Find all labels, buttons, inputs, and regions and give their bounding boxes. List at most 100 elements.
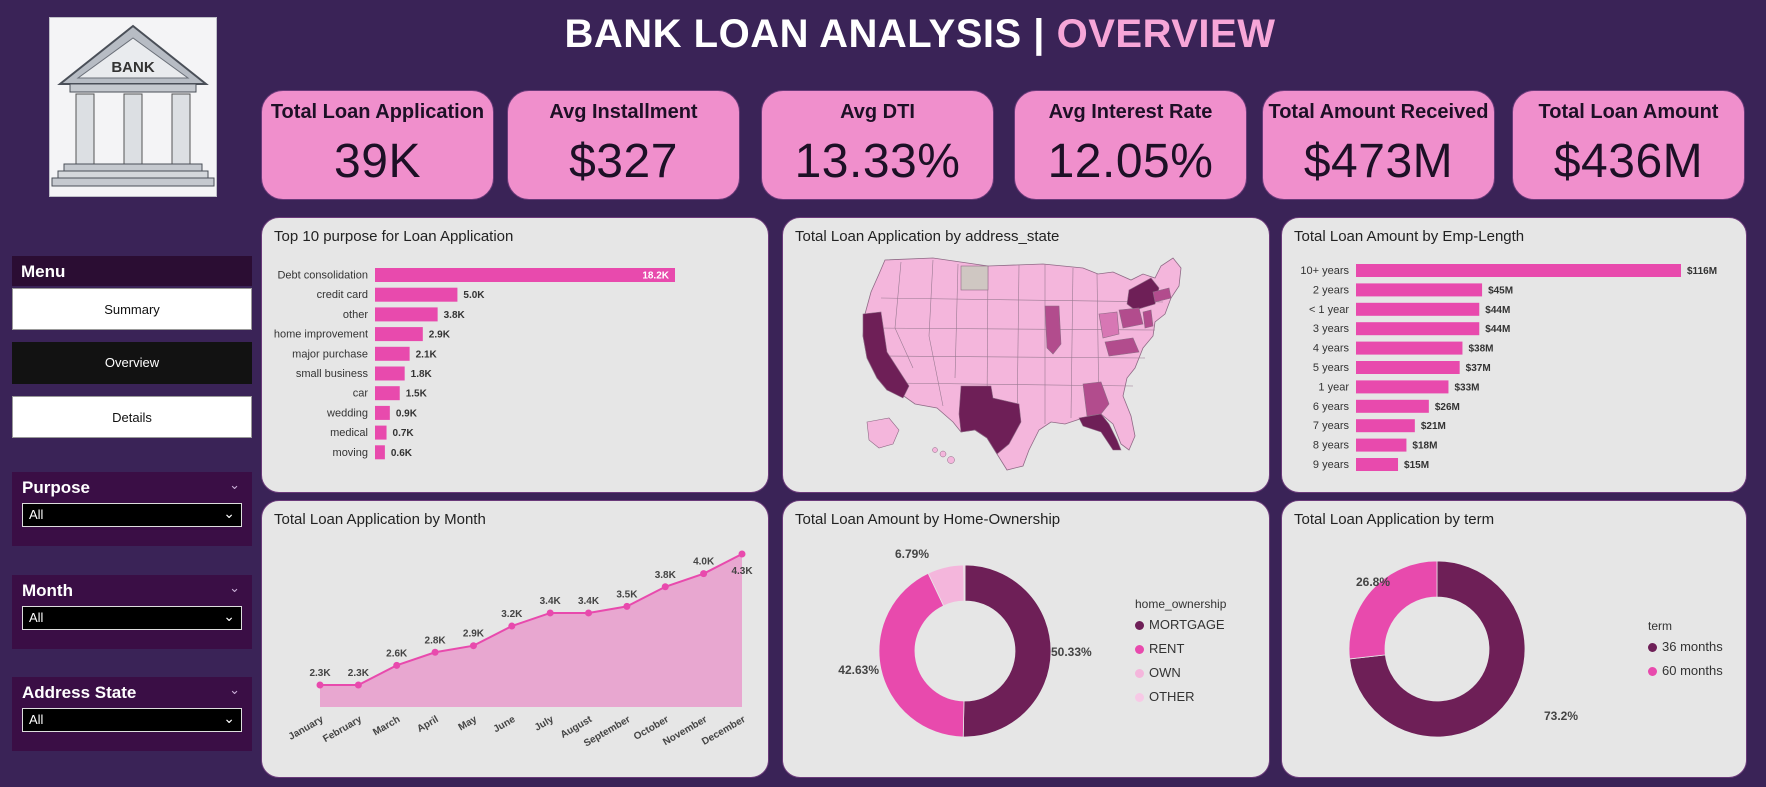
x-tick-label: April [415,714,440,735]
chart-title: Total Loan Application by address_state [795,228,1060,245]
purpose-dropdown[interactable]: All ⌄ [22,503,242,527]
bar-category-label: car [353,388,369,400]
state-hi[interactable] [932,447,938,453]
state-tx[interactable] [958,385,1022,455]
legend-title: term [1648,619,1672,633]
state-va[interactable] [1104,337,1140,357]
kpi-label: Total Loan Amount [1538,101,1719,123]
x-tick-label: May [457,714,480,733]
state-ak[interactable] [866,417,900,449]
state-ga[interactable] [1082,381,1110,417]
bar-category-label: 9 years [1313,459,1350,471]
title-accent: OVERVIEW [1056,12,1276,56]
legend-item[interactable]: OWN [1135,665,1181,680]
data-point [585,609,593,617]
state-dropdown[interactable]: All ⌄ [22,708,242,732]
chart-title: Total Loan Application by term [1294,511,1495,528]
menu-header: Menu [12,256,252,286]
month-area-chart: 2.3K January 2.3K February 2.6K March 2.8K Apri… [287,550,753,749]
bar [375,425,387,440]
bar-value-label: $33M [1454,382,1479,393]
legend-item[interactable]: OTHER [1135,689,1195,704]
slicer-label: Month [22,581,73,600]
chevron-down-icon[interactable]: ⌄ [229,580,240,595]
kpi-card: Total Loan Application 39K [261,90,494,200]
state-il[interactable] [1044,305,1062,355]
bar [375,445,385,460]
chart-title: Total Loan Amount by Home-Ownership [795,511,1061,528]
legend-item[interactable]: RENT [1135,641,1184,656]
kpi-value: $473M [1303,135,1454,188]
data-point [661,583,669,591]
state-pa[interactable] [1118,307,1144,329]
slice-label: 42.63% [838,663,879,677]
data-point [354,681,362,689]
donut-slice [962,564,1052,738]
legend-item[interactable]: 36 months [1648,639,1723,654]
bar-category-label: 6 years [1313,401,1350,413]
legend-label: 60 months [1662,663,1723,678]
legend-label: MORTGAGE [1149,617,1225,632]
state-oh[interactable] [1098,311,1120,339]
bar-value-label: 5.0K [463,290,485,301]
bar [375,366,405,381]
svg-text:BANK: BANK [111,59,154,76]
dropdown-value: All [29,610,44,625]
chevron-down-icon: ⌄ [223,710,235,726]
slice-label: 73.2% [1544,709,1578,723]
chevron-down-icon: ⌄ [223,608,235,624]
kpi-label: Total Amount Received [1268,101,1489,123]
state-nj[interactable] [1142,309,1154,329]
chevron-down-icon[interactable]: ⌄ [229,477,240,492]
point-label: 2.6K [386,648,408,659]
state-hi[interactable] [939,450,947,458]
bar-value-label: 18.2K [642,271,669,282]
bar-value-label: 2.1K [416,349,438,360]
bar-value-label: $15M [1404,460,1429,471]
bar-value-label: $37M [1466,363,1491,374]
data-point [738,550,746,558]
bar [1356,458,1399,471]
state-ca[interactable] [862,311,910,399]
dropdown-value: All [29,507,44,522]
bar-category-label: 2 years [1313,284,1350,296]
bar-value-label: $38M [1468,344,1493,355]
bar [1356,438,1407,452]
point-label: 3.8K [655,570,677,581]
state-fl[interactable] [1078,413,1122,451]
point-label: 2.3K [348,668,370,679]
bar-value-label: $44M [1485,305,1510,316]
title-main: BANK LOAN ANALYSIS | [564,12,1057,56]
state-ma[interactable] [1152,287,1172,303]
legend-item[interactable]: 60 months [1648,663,1723,678]
kpi-value: $327 [569,135,678,188]
point-label: 3.4K [540,596,562,607]
state-nd[interactable] [960,265,989,291]
state-map-panel: Total Loan Application by address_state [782,217,1270,493]
bar-value-label: $26M [1435,402,1460,413]
kpi-value: $436M [1553,135,1704,188]
overview-button[interactable]: Overview [12,342,252,384]
month-dropdown[interactable]: All ⌄ [22,606,242,630]
state-ny[interactable] [1126,277,1160,311]
kpi-label: Avg Installment [549,101,698,123]
summary-button[interactable]: Summary [12,288,252,330]
bar-category-label: 3 years [1313,323,1350,335]
bar-value-label: 2.9K [429,330,451,341]
bar-value-label: $44M [1485,324,1510,335]
bar-value-label: 0.6K [391,448,413,459]
chevron-down-icon[interactable]: ⌄ [229,682,240,697]
bar-value-label: $45M [1488,285,1513,296]
details-button[interactable]: Details [12,396,252,438]
data-point [623,602,631,610]
bar [1356,264,1681,277]
emp-bar-chart: 10+ years $116M 2 years $45M < 1 year $44M 3 y… [1300,264,1717,471]
point-label: 3.5K [616,589,638,600]
state-hi[interactable] [947,456,955,464]
bar-category-label: small business [296,368,369,380]
legend-item[interactable]: MORTGAGE [1135,617,1225,632]
bar [1356,302,1480,316]
data-point [700,570,708,578]
bar [1356,399,1429,413]
